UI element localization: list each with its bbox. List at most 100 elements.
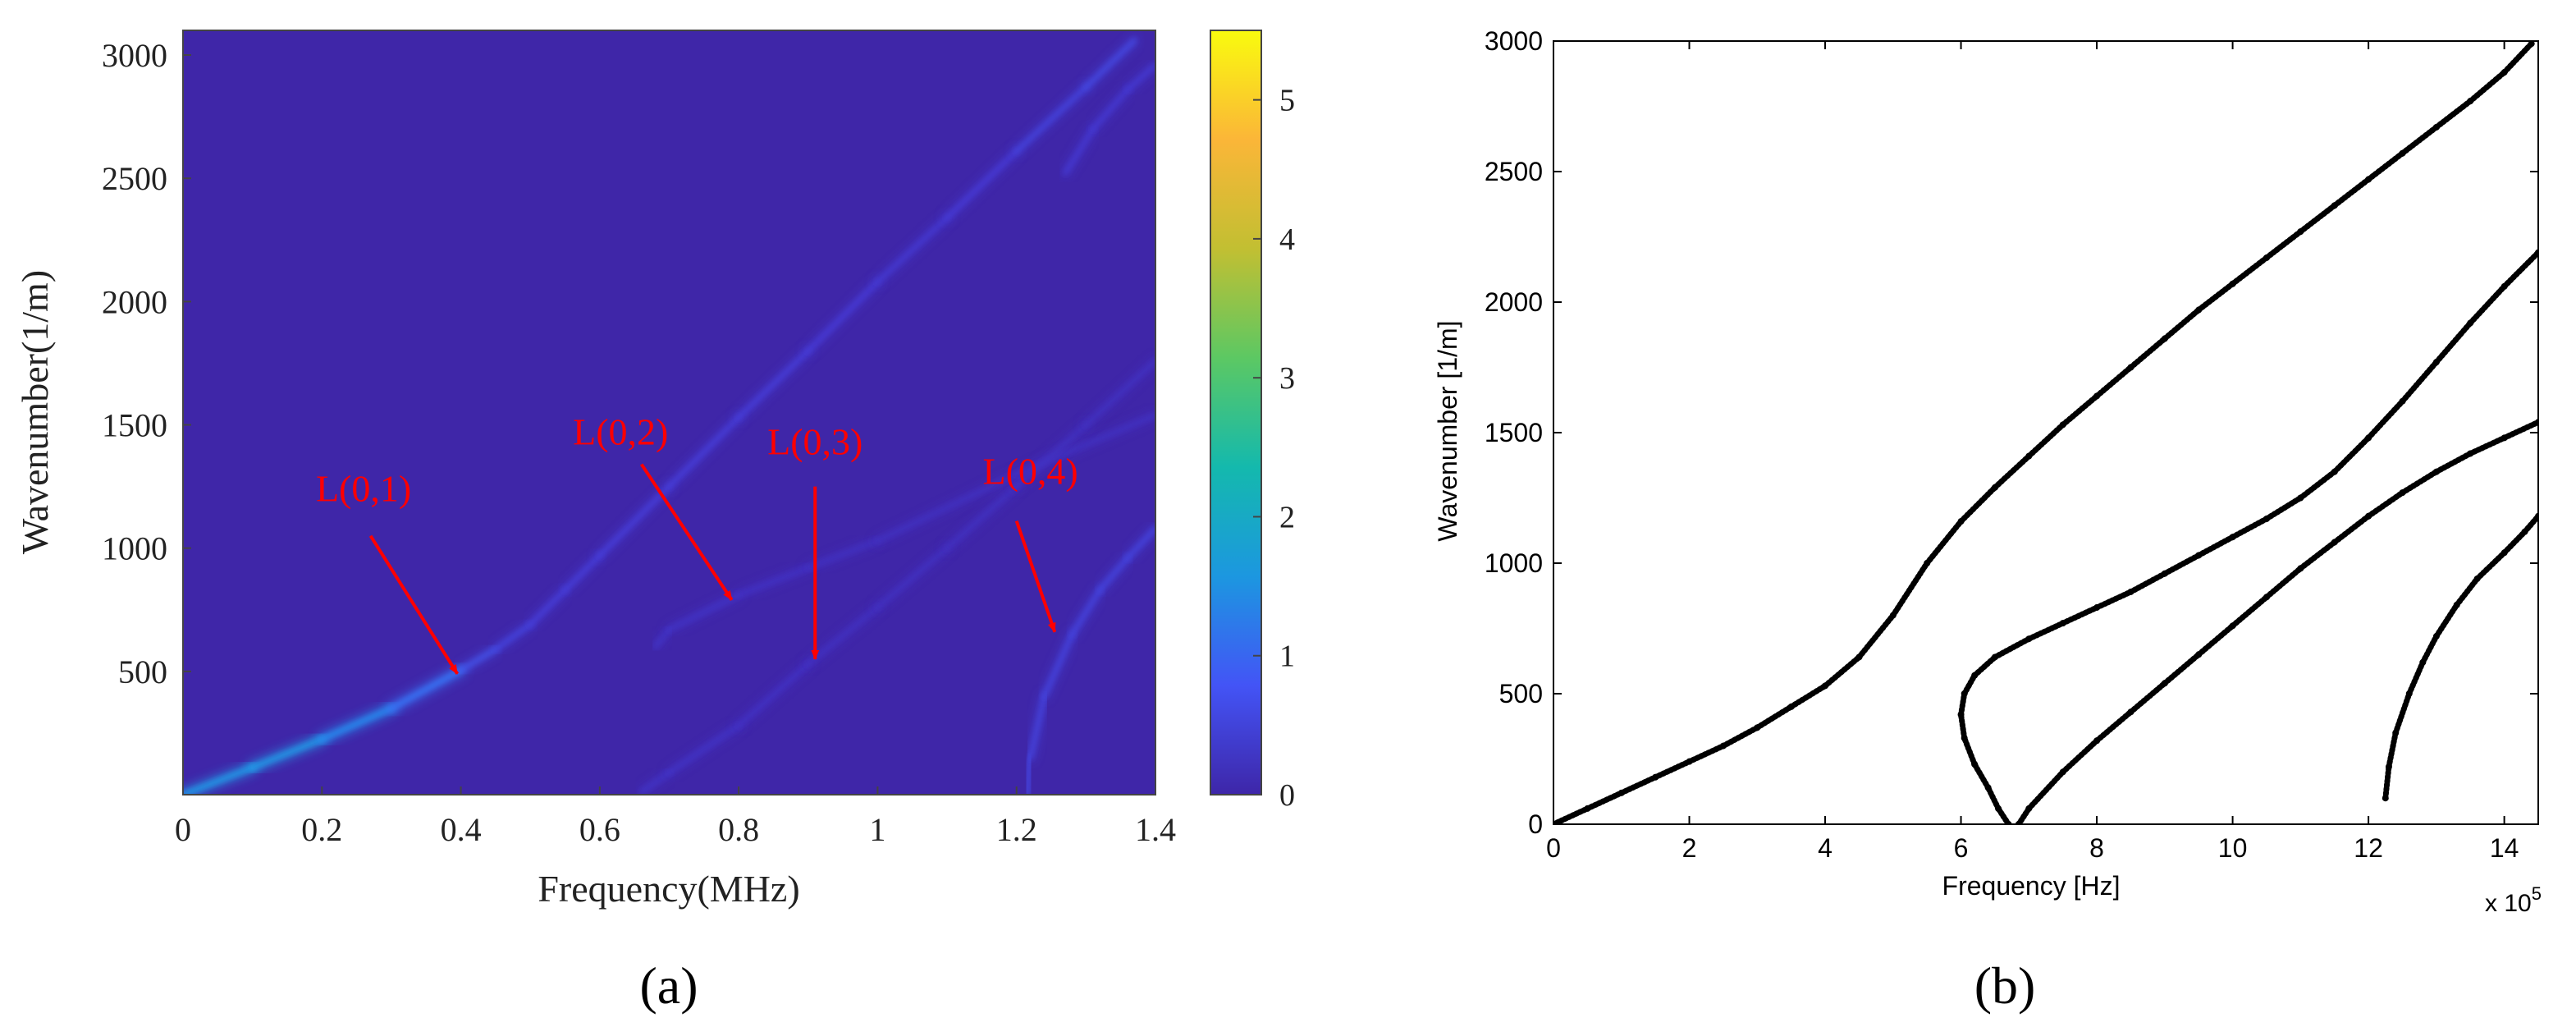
curve-segment-0 xyxy=(2467,69,2508,104)
curve-segment-1 xyxy=(1961,672,1978,697)
curve-segment-2 xyxy=(2127,680,2168,715)
annotation-label: L(0,4) xyxy=(983,451,1078,493)
curve-segment-0 xyxy=(1822,653,1862,689)
panel-b-plot-frame xyxy=(1553,40,2539,825)
panel-a-ytick-label: 3000 xyxy=(102,37,167,74)
ridge-segment-4-2 xyxy=(1126,63,1155,92)
panel-a-xtick-label: 0.2 xyxy=(301,811,342,848)
colorbar-tick-label: 1 xyxy=(1279,640,1295,674)
curve-segment-0 xyxy=(1855,612,1897,660)
panel-b-ytick-label: 0 xyxy=(1528,809,1543,839)
colorbar-tick-label: 2 xyxy=(1279,500,1295,534)
ridge-segment-0-7 xyxy=(563,553,602,592)
ridge-segment-1-4 xyxy=(876,472,1018,543)
curve-segment-2 xyxy=(2016,805,2032,824)
curve-segment-0 xyxy=(2195,281,2236,314)
curve-segment-1 xyxy=(1985,784,2002,812)
curve-segment-1 xyxy=(1992,635,2032,660)
ridge-segment-4-0 xyxy=(1063,127,1095,176)
heatmap-ridges xyxy=(183,36,1155,795)
ridge-segment-3-3 xyxy=(1070,588,1102,636)
curve-segment-1 xyxy=(1961,735,1978,768)
annotation-label: L(0,2) xyxy=(573,411,668,453)
panel-b-xtick-label: 12 xyxy=(2354,833,2383,863)
curve-segment-0 xyxy=(1686,743,1727,765)
colorbar-tick-label: 5 xyxy=(1279,84,1295,118)
curve-segment-1 xyxy=(1971,653,1998,679)
ridge-segment-3-0 xyxy=(1025,755,1032,795)
curve-segment-1 xyxy=(2433,319,2473,365)
ridge-segment-0-9 xyxy=(667,415,741,488)
curve-segment-2 xyxy=(2433,450,2473,475)
panel-a-ytick-label: 1500 xyxy=(102,407,167,444)
ridge-segment-0-3 xyxy=(388,667,464,711)
curve-segment-1 xyxy=(1958,711,1968,741)
panel-b-ytick-label: 1500 xyxy=(1485,418,1543,447)
curve-segment-2 xyxy=(2230,594,2270,629)
curve-segment-0 xyxy=(1553,805,1590,824)
curve-segment-3 xyxy=(2419,633,2440,666)
curve-segment-2 xyxy=(2297,539,2338,571)
curve-segment-0 xyxy=(2263,228,2304,261)
panel-a-xtick-label: 0 xyxy=(175,811,191,848)
curve-segment-0 xyxy=(1720,724,1760,750)
panel-b-ytick-label: 500 xyxy=(1499,679,1543,708)
panel-b-ytick-label: 2000 xyxy=(1485,287,1543,317)
ridge-segment-0-10 xyxy=(737,349,810,420)
curve-segment-2 xyxy=(2093,708,2134,744)
curve-segment-1 xyxy=(2060,604,2100,626)
curve-segment-1 xyxy=(2331,434,2372,475)
curve-segment-0 xyxy=(1584,790,1625,812)
curve-segment-1 xyxy=(2263,495,2304,522)
curve-segment-0 xyxy=(2025,421,2066,460)
ridge-segment-0-4 xyxy=(459,647,497,672)
curve-segment-1 xyxy=(2127,571,2168,595)
colorbar-tick-label: 0 xyxy=(1279,778,1295,813)
curve-segment-3 xyxy=(2382,763,2392,801)
panel-b-xtick-label: 14 xyxy=(2490,833,2519,863)
panel-a-ytick-label: 2500 xyxy=(102,160,167,197)
panel-b-xlabel: Frequency [Hz] xyxy=(1942,871,2121,901)
curve-segment-1 xyxy=(2162,552,2202,577)
curve-segment-2 xyxy=(2025,768,2066,812)
curve-segment-2 xyxy=(2501,419,2538,441)
ridge-segment-1-2 xyxy=(737,566,810,597)
panel-a-ytick-label: 1000 xyxy=(102,530,167,567)
panel-a-xtick-label: 0.8 xyxy=(718,811,759,848)
panel-a-xtick-label: 0.4 xyxy=(441,811,482,848)
ridge-segment-0-12 xyxy=(876,216,949,284)
curve-segment-2 xyxy=(2365,489,2405,520)
curve-segment-1 xyxy=(2230,516,2270,540)
curve-segment-0 xyxy=(1618,774,1659,796)
curve-segment-2 xyxy=(2263,565,2304,600)
panel-b-axes: 0 2 4 6 8 10 12 14 0 500 1000 1500 2000 2500 3000 xyxy=(1485,26,2538,863)
curve-segment-0 xyxy=(2162,307,2202,342)
curve-segment-2 xyxy=(2195,622,2236,658)
curve-segment-3 xyxy=(2392,690,2413,736)
panel-a-ylabel: Wavenumber(1/m) xyxy=(14,270,56,554)
panel-a-xtick-label: 0.6 xyxy=(579,811,620,848)
figure-label-b: (b) xyxy=(1974,956,2036,1015)
curve-segment-1 xyxy=(2093,589,2134,611)
panel-a-xtick-label: 1.4 xyxy=(1135,811,1176,848)
panel-b-points xyxy=(1553,41,2538,824)
curve-segment-3 xyxy=(2406,659,2426,697)
curve-segment-1 xyxy=(2501,250,2538,290)
panel-b-x-multiplier-exponent: 5 xyxy=(2532,883,2542,904)
ridge-segment-3-5 xyxy=(1126,526,1155,560)
curve-segment-2 xyxy=(2060,737,2100,775)
ridge-segment-0-8 xyxy=(597,484,671,557)
annotation-arrow xyxy=(368,534,460,675)
curve-segment-0 xyxy=(2127,336,2168,370)
panel-b-xtick-label: 8 xyxy=(2089,833,2104,863)
panel-b: 0 2 4 6 8 10 12 14 0 500 1000 1500 2000 2500 3000 Freq… xyxy=(1433,26,2542,917)
panel-b-x-multiplier-base: x 10 xyxy=(2485,890,2532,917)
curve-segment-0 xyxy=(2501,41,2535,76)
ridge-segment-2-2 xyxy=(737,662,810,727)
panel-b-xtick-label: 0 xyxy=(1546,833,1561,863)
curve-segment-3 xyxy=(2386,730,2399,770)
ridge-segment-0-14 xyxy=(1014,85,1088,154)
curve-segment-1 xyxy=(2025,620,2066,642)
panel-b-x-multiplier: x 105 xyxy=(2485,883,2542,917)
curve-segment-0 xyxy=(1890,560,1930,619)
